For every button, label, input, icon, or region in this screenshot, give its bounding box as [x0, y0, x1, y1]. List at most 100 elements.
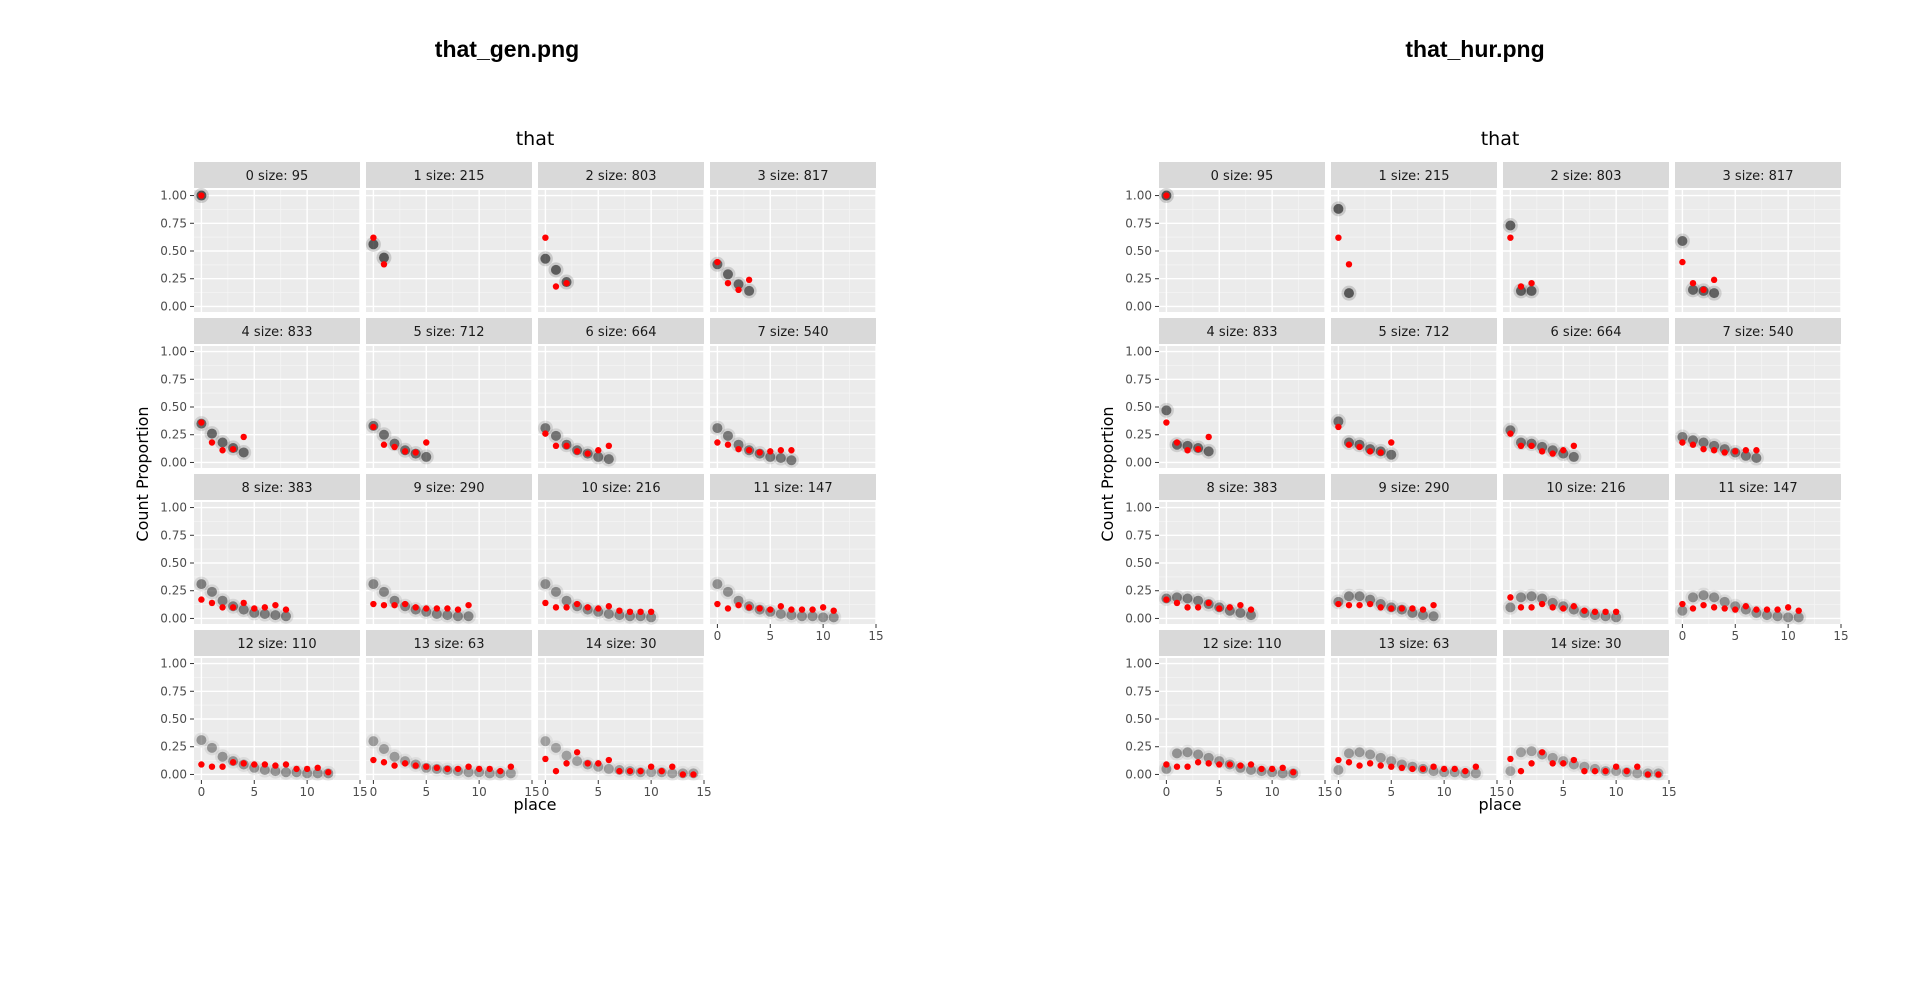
black-point-halo: [773, 606, 789, 622]
x-tick-label: 15: [1833, 629, 1848, 643]
red-point: [1335, 234, 1342, 241]
x-tick-label: 15: [696, 785, 711, 799]
black-point-halo: [805, 608, 821, 624]
facet-strip: [1503, 630, 1669, 656]
red-point: [1163, 419, 1170, 426]
black-point: [378, 429, 389, 440]
red-point: [208, 763, 216, 770]
black-point-halo: [1545, 595, 1561, 611]
facet-strip: [366, 162, 532, 188]
red-point: [563, 279, 570, 287]
red-point: [1623, 767, 1630, 775]
red-point: [1194, 604, 1202, 611]
y-tick-label: 0.75: [1125, 216, 1152, 230]
facet-label: 0 size: 95: [1211, 169, 1274, 184]
black-point-halo: [826, 609, 842, 625]
black-point-halo: [590, 759, 606, 775]
y-tick-label: 0.75: [160, 684, 187, 698]
y-tick-label: 1.00: [160, 189, 187, 203]
y-axis-title: Count Proportion: [1098, 406, 1117, 541]
facet-panel: 4 size: 833 0.00 0.25 0.50 0.75 1.00: [160, 318, 361, 469]
black-point-halo: [1180, 590, 1196, 606]
black-point: [1515, 592, 1526, 603]
facet-strip: [1503, 162, 1669, 188]
facet-strip: [1159, 630, 1325, 656]
black-point-halo: [1436, 764, 1452, 780]
black-point: [368, 239, 379, 250]
black-point: [561, 595, 572, 606]
black-point-halo: [1158, 761, 1174, 777]
red-point: [282, 606, 290, 613]
facet-strip: [1159, 318, 1325, 344]
facet-strip: [1331, 474, 1497, 500]
facet-panel: 14 size: 30 0 5 10 15: [1502, 630, 1677, 799]
red-point: [1679, 439, 1686, 446]
facet-panel: 13 size: 63 0 5 10 15: [1330, 630, 1505, 799]
black-point: [1245, 765, 1256, 776]
red-point: [595, 447, 602, 454]
red-point: [303, 765, 311, 773]
black-point-halo: [643, 609, 659, 625]
black-point: [1182, 747, 1193, 758]
x-axis-title: place: [513, 795, 556, 814]
red-point: [1377, 604, 1384, 611]
black-point-halo: [1717, 594, 1733, 610]
facet-panel: 1 size: 215: [365, 162, 533, 312]
facet-strip: [1503, 318, 1669, 344]
black-point-halo: [267, 763, 283, 779]
black-point-halo: [1468, 765, 1484, 781]
red-point: [370, 423, 377, 431]
red-point: [1345, 261, 1353, 268]
black-point-halo: [387, 593, 403, 609]
red-point: [1507, 430, 1514, 437]
red-point: [1528, 279, 1535, 287]
red-point: [542, 755, 549, 763]
red-point: [1710, 276, 1718, 284]
black-point-halo: [1706, 589, 1722, 605]
black-point: [667, 768, 678, 779]
black-point: [463, 767, 474, 778]
black-point: [1687, 284, 1698, 295]
red-point: [1528, 442, 1535, 450]
facet-panel: 5 size: 712: [365, 318, 533, 468]
red-point: [293, 765, 300, 773]
red-point: [1388, 439, 1395, 446]
black-point-halo: [1394, 756, 1410, 772]
red-point: [724, 441, 732, 448]
black-point: [1526, 285, 1537, 296]
black-point: [540, 253, 551, 264]
red-point: [465, 601, 472, 609]
red-point: [1258, 765, 1265, 773]
red-point: [724, 605, 732, 612]
x-tick-label: 10: [1264, 785, 1279, 799]
red-point: [219, 447, 226, 454]
black-point: [1277, 768, 1288, 779]
black-point: [550, 586, 561, 597]
red-point: [830, 607, 837, 614]
facet-panel: 5 size: 712: [1330, 318, 1498, 468]
red-point: [605, 442, 613, 450]
black-point: [603, 763, 614, 774]
y-tick-label: 1.00: [1125, 345, 1152, 359]
black-point: [1193, 595, 1204, 606]
facet-panel: 3 size: 817: [709, 162, 877, 312]
black-point-halo: [1190, 593, 1206, 609]
black-point-halo: [1685, 589, 1701, 605]
red-point: [563, 604, 570, 611]
black-point: [1761, 610, 1772, 621]
black-point: [722, 586, 733, 597]
black-point-halo: [215, 593, 231, 609]
black-point: [733, 279, 744, 290]
y-tick-label: 1.00: [160, 501, 187, 515]
black-point-halo: [1738, 602, 1754, 618]
x-tick-label: 5: [422, 785, 430, 799]
facet-strip: [538, 318, 704, 344]
facet-label: 2 size: 803: [1551, 169, 1622, 184]
red-point: [454, 606, 462, 613]
facet-panel: 8 size: 383 0.00 0.25 0.50 0.75 1.00: [160, 474, 361, 625]
facet-panel: 10 size: 216: [537, 474, 705, 625]
red-point: [552, 283, 560, 290]
red-point: [1689, 605, 1697, 612]
facet-label: 7 size: 540: [1723, 325, 1794, 340]
red-point: [1247, 606, 1255, 613]
